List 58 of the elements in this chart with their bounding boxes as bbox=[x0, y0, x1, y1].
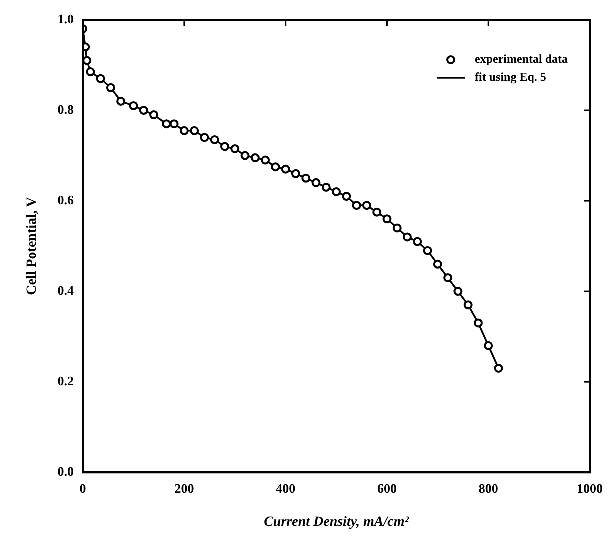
point bbox=[392, 224, 402, 233]
point bbox=[210, 135, 220, 144]
point bbox=[281, 164, 290, 174]
point bbox=[129, 101, 138, 110]
point bbox=[83, 56, 92, 66]
point bbox=[322, 182, 331, 192]
y-tick-label: 0.4 bbox=[58, 282, 75, 298]
point bbox=[484, 341, 494, 350]
point bbox=[200, 133, 210, 142]
point bbox=[444, 273, 453, 282]
x-tick-label: 0 bbox=[80, 480, 86, 496]
point bbox=[139, 106, 148, 116]
point bbox=[162, 120, 172, 129]
point bbox=[372, 208, 382, 217]
point bbox=[150, 110, 159, 120]
point bbox=[220, 142, 230, 152]
point bbox=[291, 169, 300, 178]
point bbox=[362, 201, 372, 210]
point bbox=[96, 74, 106, 84]
point bbox=[494, 364, 504, 373]
x-axis-title: Current Density, mA/cm² bbox=[264, 515, 410, 530]
point bbox=[423, 246, 432, 256]
point bbox=[230, 144, 240, 154]
y-tick-label: 0.6 bbox=[58, 192, 75, 208]
point bbox=[271, 162, 280, 172]
point bbox=[250, 154, 260, 163]
point bbox=[106, 83, 116, 92]
x-tick-label: 600 bbox=[377, 480, 397, 496]
point bbox=[474, 318, 483, 328]
point bbox=[190, 126, 200, 136]
point bbox=[170, 120, 179, 129]
point bbox=[382, 214, 392, 224]
point bbox=[403, 232, 412, 242]
y-axis-title: Cell Potential, V bbox=[25, 197, 40, 296]
x-tick-label: 400 bbox=[276, 480, 296, 496]
point bbox=[261, 156, 270, 165]
point bbox=[342, 192, 352, 202]
point bbox=[413, 237, 422, 246]
point bbox=[352, 201, 362, 210]
point bbox=[302, 174, 311, 183]
y-tick-label: 1.0 bbox=[58, 11, 74, 26]
point bbox=[180, 126, 189, 136]
y-tick-label: 0.0 bbox=[58, 464, 74, 479]
point bbox=[116, 96, 126, 106]
point bbox=[454, 287, 463, 296]
x-tick-label: 800 bbox=[478, 480, 498, 496]
legend-label: fit using Eq. 5 bbox=[475, 70, 546, 84]
point bbox=[240, 151, 250, 160]
x-tick-label: 1000 bbox=[577, 480, 603, 496]
point bbox=[433, 260, 442, 269]
point bbox=[312, 178, 321, 188]
point bbox=[86, 68, 96, 77]
y-tick-label: 0.8 bbox=[58, 102, 75, 117]
legend-label: experimental data bbox=[475, 52, 568, 66]
point bbox=[332, 187, 342, 196]
point bbox=[464, 300, 473, 310]
y-tick-label: 0.2 bbox=[58, 373, 74, 388]
x-tick-label: 200 bbox=[174, 480, 194, 496]
